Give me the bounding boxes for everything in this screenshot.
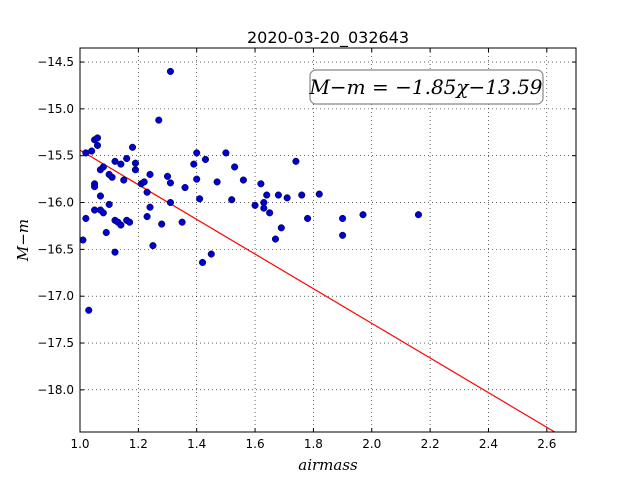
data-point	[91, 183, 99, 191]
data-point	[117, 221, 125, 229]
data-point	[166, 198, 174, 207]
data-point	[105, 200, 113, 208]
data-points	[79, 67, 422, 314]
annotation-text: M−m = −1.85χ−13.59	[308, 75, 542, 99]
data-point	[108, 173, 116, 181]
x-tick-label: 1.2	[129, 437, 148, 451]
x-tick-label: 1.8	[304, 437, 323, 451]
data-point	[414, 211, 422, 219]
data-point	[131, 159, 139, 167]
y-tick-label: −15.0	[37, 102, 74, 116]
data-point	[82, 214, 90, 223]
data-point	[166, 179, 174, 187]
data-point	[79, 236, 87, 244]
y-tick-label: −16.5	[37, 242, 74, 256]
data-point	[304, 214, 312, 223]
data-point	[163, 172, 172, 180]
data-point	[158, 220, 166, 228]
data-point	[166, 67, 174, 75]
data-point	[146, 203, 154, 211]
data-point	[292, 157, 300, 165]
data-point	[193, 175, 201, 183]
x-tick-label: 1.4	[187, 437, 206, 451]
data-point	[93, 141, 102, 149]
data-point	[266, 209, 274, 217]
data-point	[298, 191, 306, 199]
data-point	[196, 195, 204, 203]
data-point	[120, 176, 128, 184]
fit-line	[79, 149, 556, 433]
data-point	[271, 235, 280, 243]
data-point	[111, 248, 119, 256]
x-tick-label: 2.0	[362, 437, 381, 451]
data-point	[143, 213, 151, 221]
annotation-box	[309, 69, 544, 105]
data-point	[257, 180, 265, 188]
data-point	[198, 258, 207, 267]
data-point	[123, 154, 131, 163]
y-tick-label: −14.5	[37, 55, 74, 69]
data-point	[178, 218, 186, 226]
data-point	[149, 242, 157, 250]
data-point	[260, 204, 268, 212]
x-tick-label: 2.2	[421, 437, 440, 451]
grid-lines	[80, 48, 576, 432]
data-point	[339, 214, 347, 223]
data-point	[359, 211, 367, 219]
data-point	[96, 192, 104, 200]
data-point	[315, 190, 323, 198]
data-point	[239, 176, 247, 184]
data-point	[140, 178, 148, 186]
data-point	[274, 191, 282, 199]
data-point	[277, 224, 285, 232]
data-point	[155, 116, 163, 124]
data-point	[207, 250, 215, 258]
data-point	[283, 194, 291, 202]
data-point	[146, 170, 154, 178]
axis-ticks: 1.0 1.2 1.4 1.6 1.8 2.0 2.2 2.4 2.6 −14.5 −15.0 −15…	[37, 48, 576, 451]
x-tick-label: 1.0	[70, 437, 89, 451]
y-tick-label: −16.0	[37, 196, 74, 210]
data-point	[111, 157, 119, 165]
y-tick-label: −17.0	[37, 289, 74, 303]
y-tick-label: −18.0	[37, 383, 74, 397]
data-point	[88, 147, 96, 155]
data-point	[99, 163, 107, 171]
plot-frame	[79, 47, 577, 433]
data-point	[85, 306, 93, 314]
data-point	[263, 191, 271, 199]
data-point	[228, 196, 236, 204]
data-point	[126, 218, 134, 226]
chart-title: 2020-03-20_032643	[247, 28, 409, 48]
x-axis-label: airmass	[298, 456, 358, 474]
x-tick-label: 1.6	[246, 437, 265, 451]
x-tick-label: 2.4	[479, 437, 498, 451]
data-point	[339, 231, 347, 239]
data-point	[190, 160, 198, 168]
data-point	[251, 201, 259, 209]
data-point	[102, 228, 110, 237]
data-point	[231, 163, 239, 171]
y-tick-label: −15.5	[37, 149, 74, 163]
fit-annotation: M−m = −1.85χ−13.59	[308, 69, 544, 105]
data-point	[99, 209, 107, 217]
data-point	[128, 143, 137, 151]
data-point	[143, 188, 151, 196]
fit-line-group	[79, 149, 556, 433]
y-axis-label: M−m	[14, 219, 32, 262]
data-point	[222, 149, 230, 157]
data-point	[131, 166, 139, 174]
x-tick-label: 2.6	[537, 437, 556, 451]
y-tick-label: −17.5	[37, 336, 74, 350]
data-point	[181, 184, 189, 192]
data-point	[201, 155, 210, 164]
data-point	[193, 149, 201, 157]
data-point	[93, 134, 102, 142]
data-point	[117, 160, 125, 168]
data-point	[213, 178, 221, 186]
